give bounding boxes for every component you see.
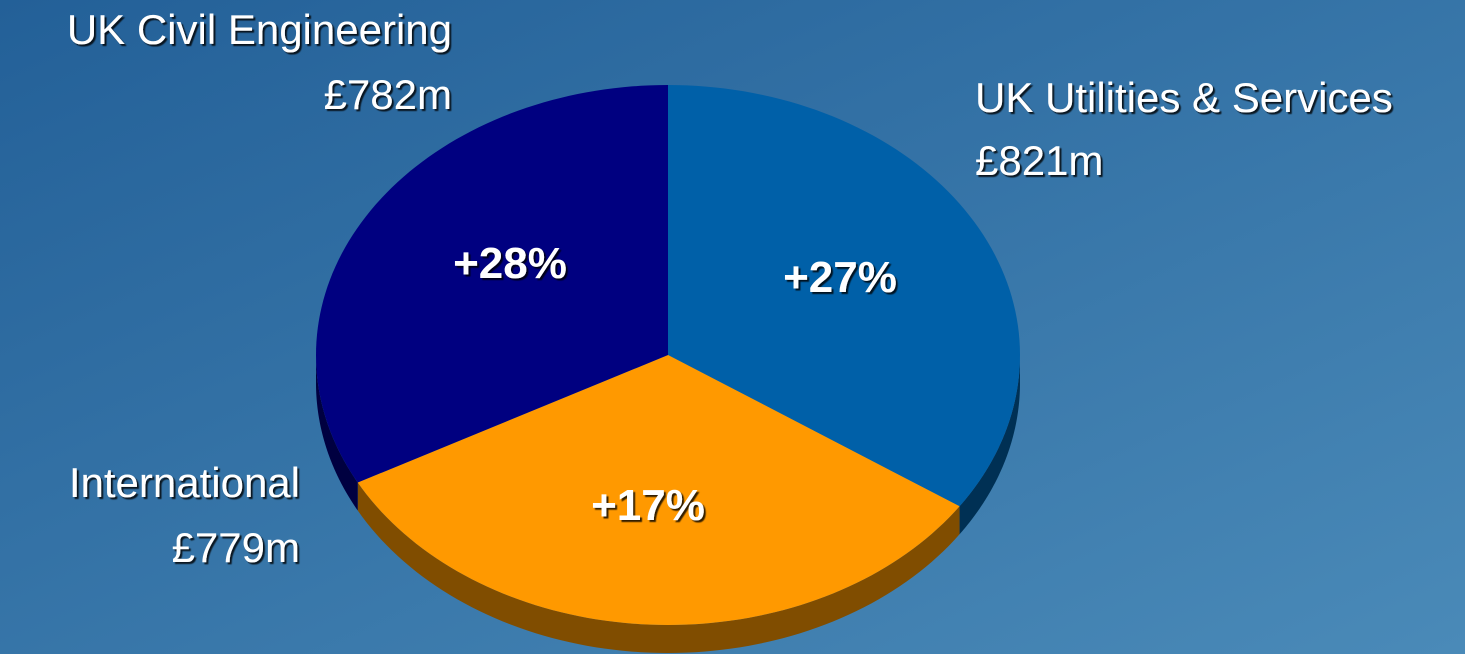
category-label: UK Civil Engineering [67,6,452,53]
category-label: International [69,459,300,506]
slice-annotation: +17% [591,481,705,530]
slice-side [316,355,358,511]
slice-annotation: +28% [453,239,567,288]
slice-side [357,482,960,653]
slice-side [959,355,1020,535]
slice [668,85,1020,507]
category-label: UK Utilities & Services [975,74,1393,121]
value-label: £821m [975,137,1103,184]
slice [357,355,960,625]
slice-annotation: +27% [783,253,897,302]
value-label: £779m [172,524,300,571]
slice [316,85,668,483]
value-label: £782m [324,71,452,118]
